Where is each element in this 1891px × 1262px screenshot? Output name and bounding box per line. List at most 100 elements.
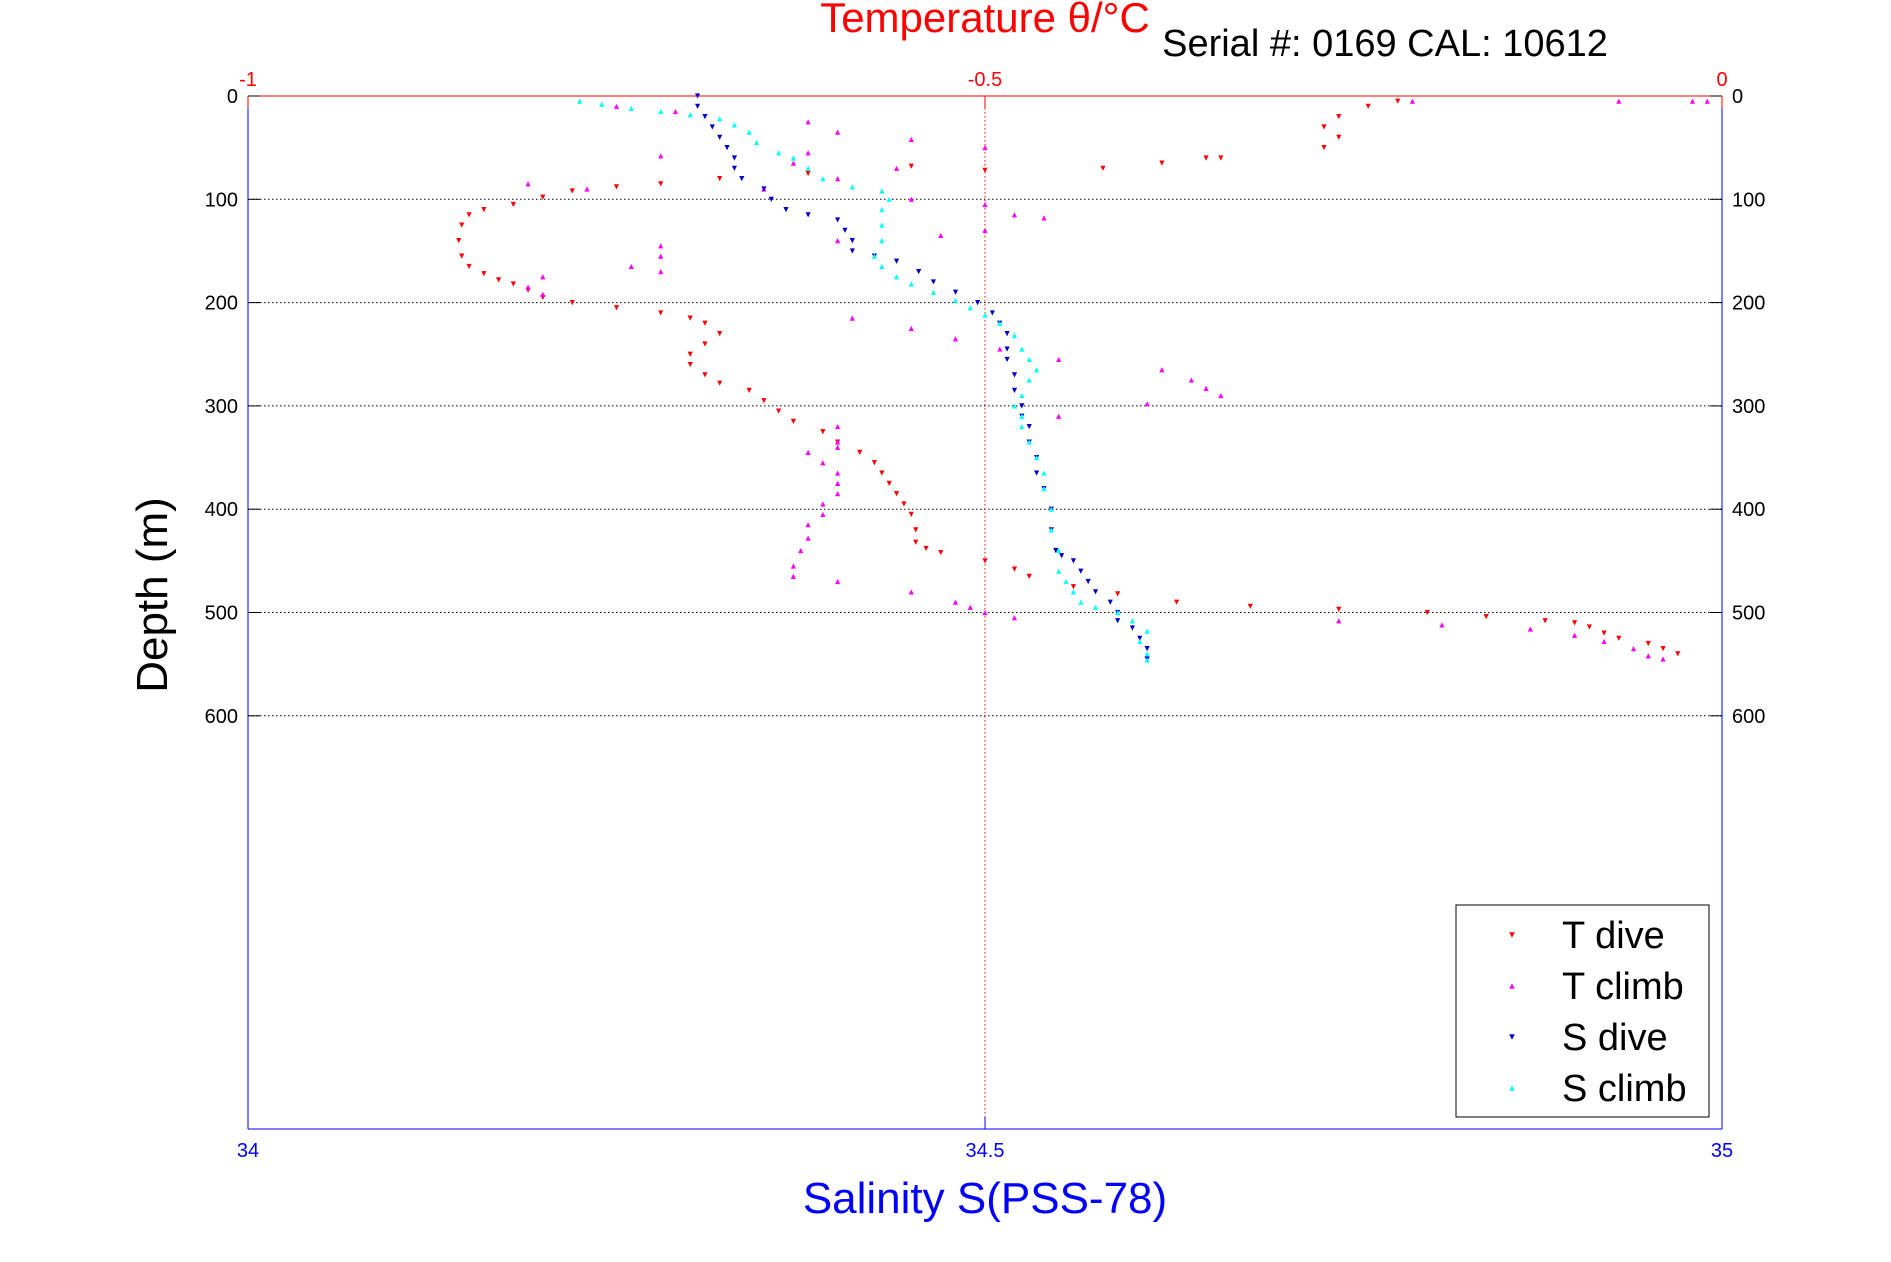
data-point (599, 101, 605, 107)
data-point (1188, 377, 1194, 383)
data-point (1011, 403, 1018, 409)
data-point (1070, 589, 1077, 595)
data-point (1218, 155, 1224, 161)
data-point (908, 196, 914, 202)
data-point (1704, 98, 1710, 104)
data-point (1144, 651, 1150, 657)
data-point (1011, 333, 1018, 339)
data-point (908, 163, 914, 169)
data-point (871, 460, 878, 466)
data-point (982, 145, 988, 151)
data-point (835, 439, 841, 445)
data-point (879, 470, 885, 476)
data-point (1689, 98, 1696, 104)
data-point (893, 258, 900, 264)
data-point (658, 181, 664, 187)
data-point (982, 312, 988, 318)
data-point (820, 511, 826, 517)
data-point (525, 284, 531, 290)
data-point (481, 207, 487, 213)
data-point (1321, 145, 1327, 151)
data-point (466, 263, 472, 270)
data-point (1144, 628, 1150, 634)
data-point (1026, 356, 1032, 363)
data-point (967, 305, 973, 311)
series-t-climb (525, 98, 1710, 662)
data-point (879, 207, 885, 213)
data-point (1675, 651, 1681, 657)
data-point (569, 188, 575, 194)
data-point (1092, 589, 1099, 595)
data-point (613, 184, 620, 190)
data-point (790, 418, 796, 424)
data-point (466, 212, 472, 218)
series-s-climb (577, 98, 1150, 663)
data-point (908, 589, 914, 595)
legend-label: S climb (1562, 1068, 1687, 1110)
data-point (1144, 657, 1150, 663)
data-point (1601, 630, 1607, 636)
data-point (613, 305, 620, 311)
data-point (1616, 98, 1622, 104)
data-point (938, 549, 944, 556)
data-point (790, 563, 796, 569)
data-point (459, 253, 465, 259)
data-point (820, 501, 826, 507)
data-point (1033, 367, 1040, 373)
x-bottom-tick-label: 35 (1711, 1140, 1733, 1162)
data-point (820, 460, 826, 466)
data-point (510, 201, 516, 208)
data-point (835, 129, 841, 135)
data-point (886, 196, 892, 202)
data-point (776, 408, 782, 414)
data-point (1011, 615, 1018, 621)
data-point (1336, 114, 1342, 120)
data-point (1070, 584, 1077, 590)
data-point (879, 188, 885, 194)
data-point (672, 108, 679, 115)
data-point (805, 119, 811, 125)
data-point (1129, 625, 1135, 631)
data-point (658, 243, 664, 249)
legend-label: T climb (1562, 966, 1684, 1008)
data-point (908, 281, 914, 287)
data-point (952, 289, 959, 295)
data-point (1336, 618, 1342, 624)
data-point (1019, 392, 1025, 399)
y-tick-label-left: 200 (205, 293, 238, 315)
data-point (687, 351, 693, 357)
data-point (1483, 614, 1489, 620)
data-point (849, 238, 855, 244)
data-point (584, 186, 590, 192)
data-point (913, 539, 919, 545)
data-point (717, 380, 723, 386)
y-tick-label-left: 400 (205, 499, 238, 521)
data-point (930, 279, 937, 285)
data-point (857, 449, 863, 455)
data-point (1174, 599, 1180, 605)
legend-label: S dive (1562, 1017, 1668, 1059)
y-tick-label-right: 200 (1732, 293, 1765, 315)
data-point (540, 274, 546, 280)
data-point (1159, 160, 1165, 166)
data-point (1033, 454, 1040, 461)
y-tick-label-right: 400 (1732, 499, 1765, 521)
data-point (835, 217, 841, 223)
data-point (989, 310, 995, 316)
data-point (1056, 413, 1062, 419)
data-point (1439, 622, 1445, 628)
data-point (724, 145, 730, 151)
data-point (746, 129, 752, 135)
data-point (783, 207, 789, 213)
data-point (893, 165, 900, 171)
legend-marker (1509, 1085, 1515, 1091)
data-point (739, 176, 745, 182)
legend-marker (1509, 1034, 1515, 1040)
data-point (849, 248, 855, 254)
data-point (1011, 387, 1018, 394)
data-point (702, 114, 708, 120)
data-point (835, 423, 841, 430)
data-point (658, 153, 664, 159)
data-point (835, 176, 841, 182)
data-point (540, 291, 546, 297)
